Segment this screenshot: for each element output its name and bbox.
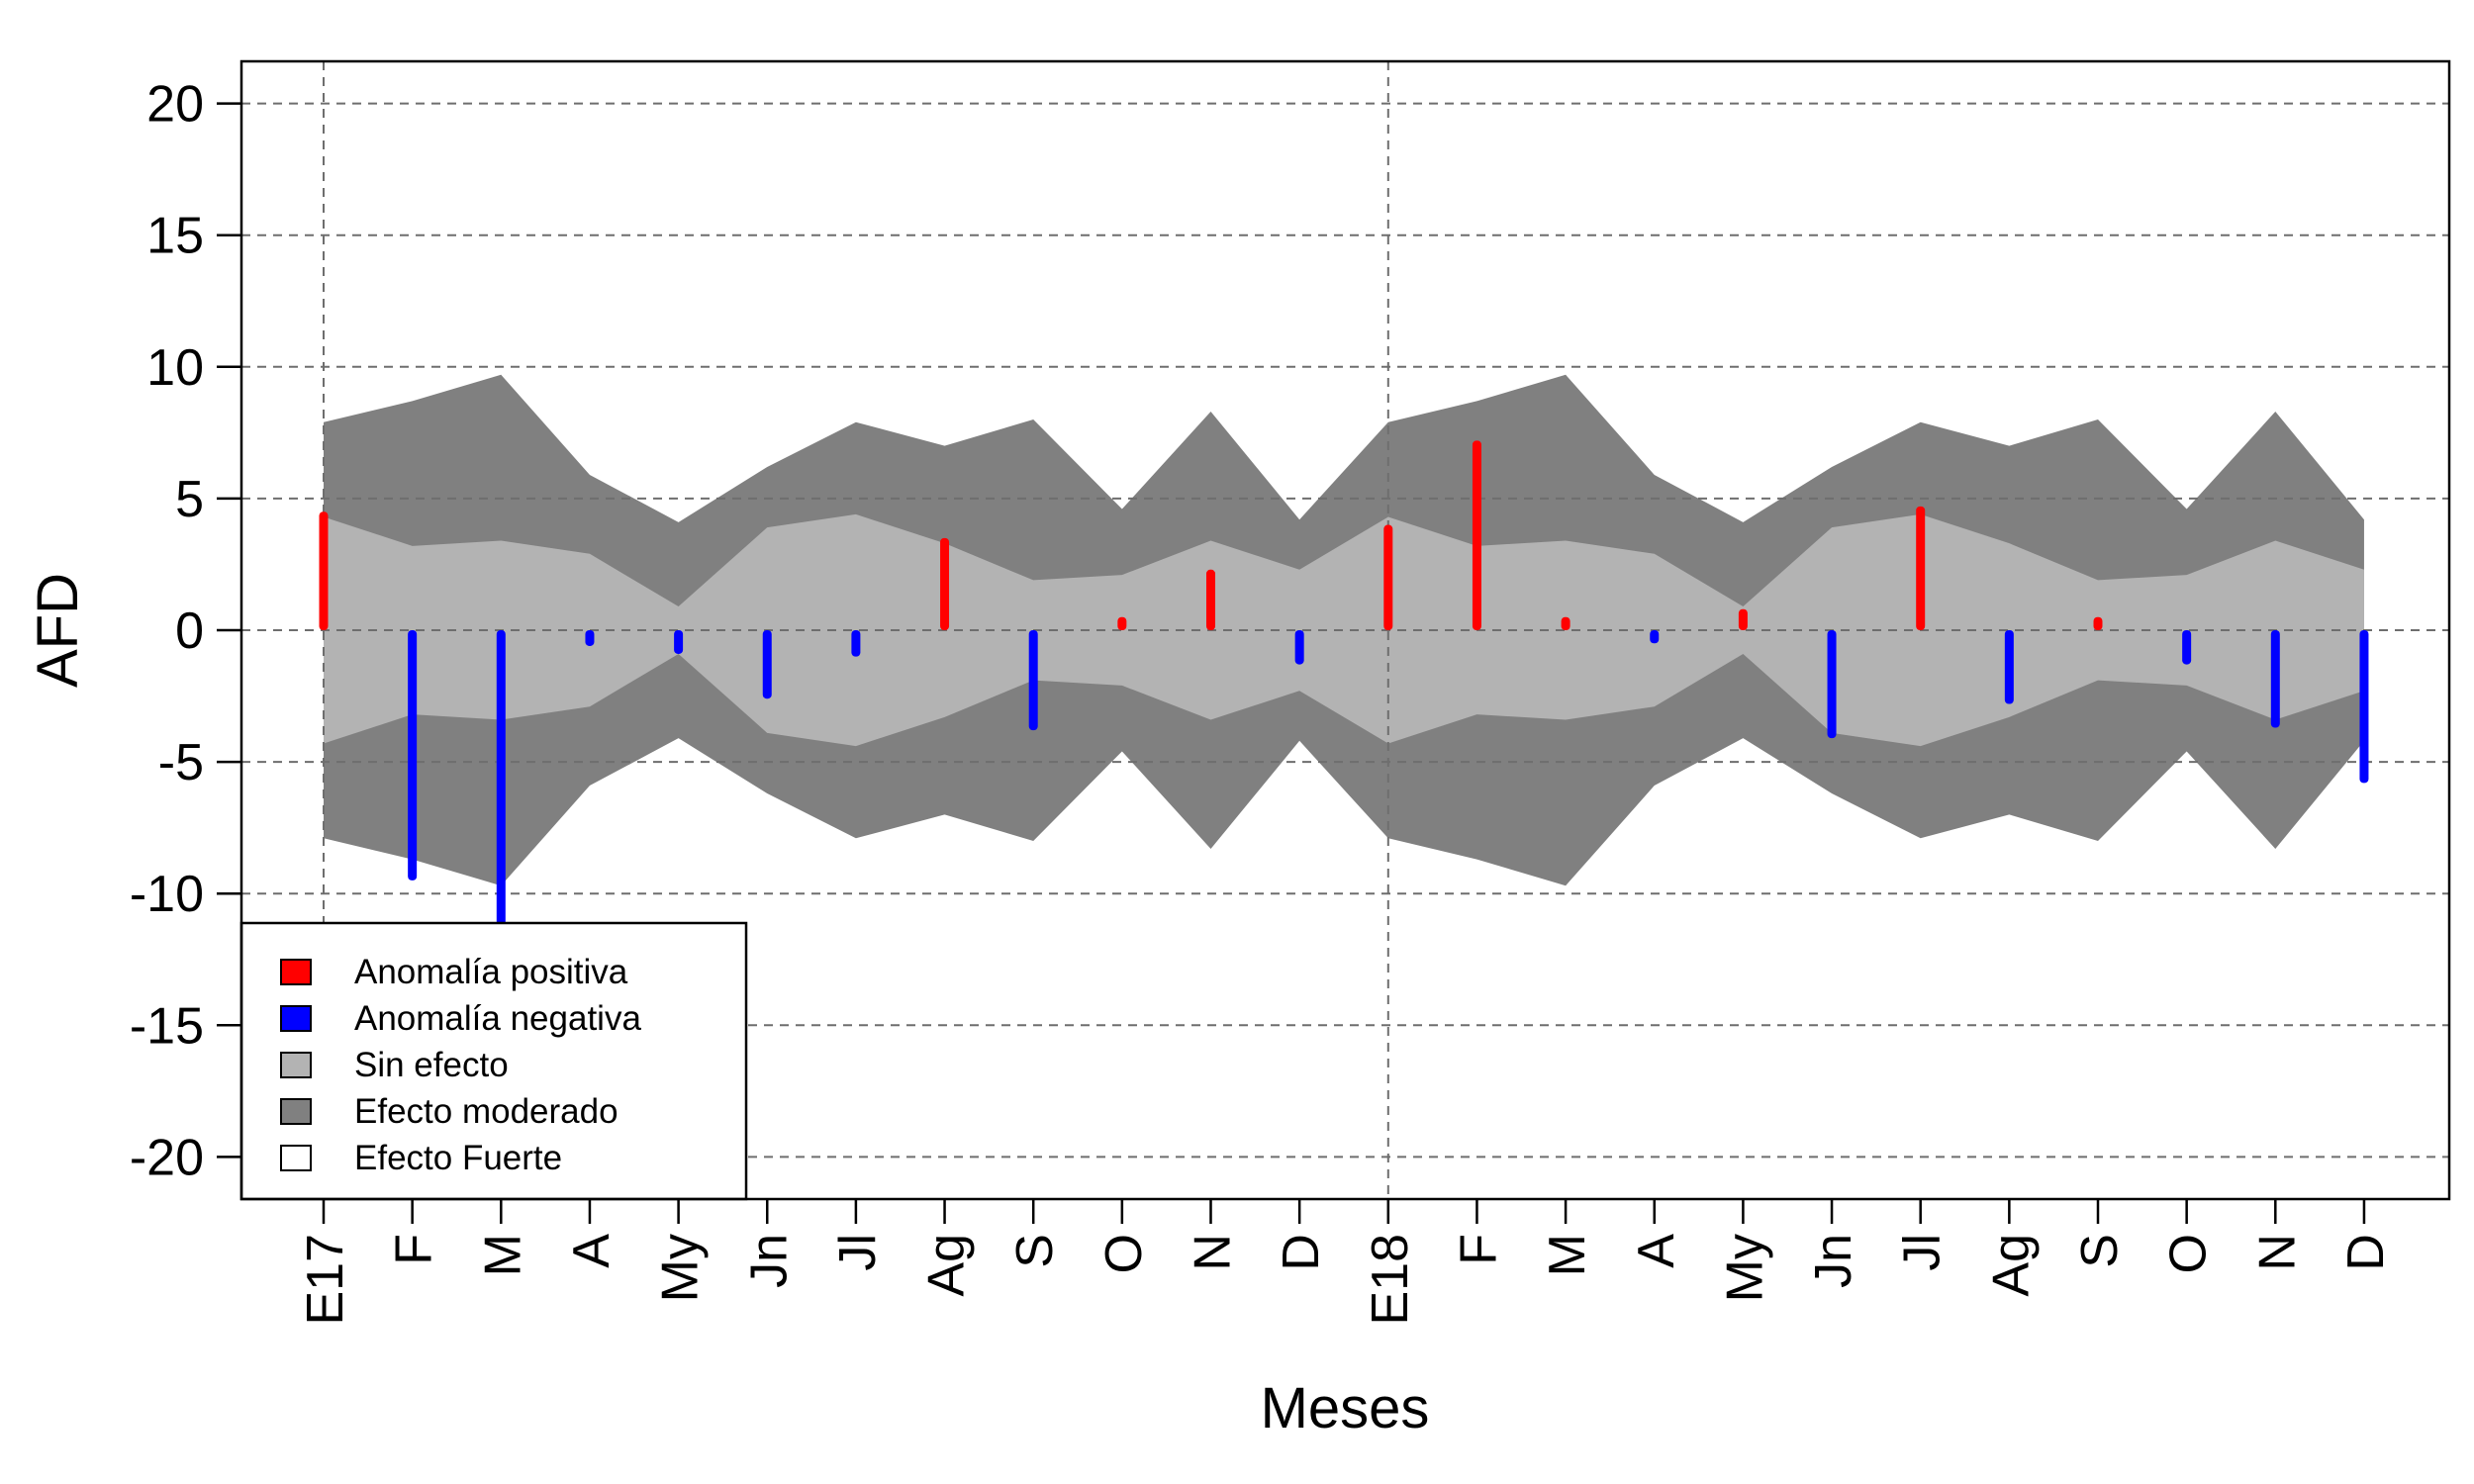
bar-3	[496, 630, 506, 926]
y-tick-label: 15	[146, 208, 204, 265]
x-tick-label: Jn	[740, 1234, 798, 1288]
x-tick-label: Ag	[1982, 1234, 2040, 1297]
y-tick-label: 0	[175, 603, 204, 660]
x-tick-label: Jl	[829, 1234, 887, 1271]
x-tick-label: N	[2248, 1234, 2306, 1271]
bar-2	[408, 630, 418, 881]
bar-12	[1294, 630, 1304, 665]
legend-label-fuerte: Efecto Fuerte	[354, 1139, 562, 1177]
x-tick-label: A	[563, 1234, 620, 1268]
y-tick-label: -20	[130, 1129, 204, 1186]
bar-8	[940, 537, 950, 630]
y-tick-label: -10	[130, 866, 204, 923]
x-tick-label: F	[386, 1234, 443, 1265]
bar-18	[1827, 630, 1837, 739]
legend-item-fuerte: Efecto Fuerte	[280, 1139, 562, 1177]
legend-swatch-negative	[280, 1005, 312, 1032]
bar-16	[1650, 630, 1660, 644]
y-tick-label: -15	[130, 997, 204, 1055]
legend-swatch-moderado	[280, 1098, 312, 1125]
sin-efecto-band	[324, 513, 2364, 747]
band-layer	[324, 374, 2364, 886]
legend-swatch-sin-efecto	[280, 1052, 312, 1078]
x-tick-label: F	[1450, 1234, 1507, 1265]
bar-23	[2270, 630, 2280, 728]
bar-13	[1383, 524, 1393, 630]
bar-17	[1738, 608, 1748, 630]
bar-5	[674, 630, 684, 654]
x-tick-label: E18	[1362, 1234, 1419, 1326]
x-tick-label: O	[1095, 1234, 1153, 1273]
x-tick-label: Jl	[1894, 1234, 1951, 1271]
legend: Anomalía positiva Anomalía negativa Sin …	[239, 921, 748, 1201]
x-tick-label: D	[1273, 1234, 1330, 1271]
bar-19	[1916, 506, 1926, 630]
bar-layer	[319, 440, 2369, 926]
x-axis-title: Meses	[1261, 1376, 1430, 1440]
legend-label-moderado: Efecto moderado	[354, 1092, 618, 1131]
bar-24	[2359, 630, 2369, 784]
legend-box	[239, 921, 748, 1201]
bar-9	[1028, 630, 1038, 731]
legend-swatch-positive	[280, 959, 312, 985]
legend-item-negative: Anomalía negativa	[280, 999, 641, 1038]
y-axis-title: AFD	[26, 573, 90, 688]
y-tick-label: 20	[146, 76, 204, 134]
legend-item-sin-efecto: Sin efecto	[280, 1046, 509, 1084]
bar-22	[2182, 630, 2192, 665]
legend-label-positive: Anomalía positiva	[354, 953, 628, 991]
x-tick-label: M	[1539, 1234, 1596, 1276]
x-tick-label: M	[474, 1234, 531, 1276]
legend-label-sin-efecto: Sin efecto	[354, 1046, 509, 1084]
x-tick-label: S	[2071, 1234, 2129, 1268]
x-tick-label: My	[652, 1234, 710, 1302]
bar-11	[1206, 569, 1215, 630]
x-tick-label: A	[1628, 1234, 1685, 1268]
y-tick-label: -5	[158, 734, 204, 791]
y-tick-label: 5	[175, 471, 204, 528]
x-tick-label: N	[1185, 1234, 1242, 1271]
legend-item-positive: Anomalía positiva	[280, 953, 628, 991]
bar-6	[762, 630, 772, 699]
legend-label-negative: Anomalía negativa	[354, 999, 641, 1038]
bar-4	[585, 630, 595, 646]
bar-14	[1472, 440, 1481, 630]
x-axis: E17 F M A My Jn Jl Ag S O N D E18 F M A My Jn Jl Ag S O N D	[297, 1199, 2395, 1326]
bar-15	[1561, 616, 1570, 630]
bar-1	[319, 511, 329, 630]
x-tick-label: Ag	[918, 1234, 976, 1297]
y-tick-label: 10	[146, 339, 204, 397]
y-axis: 20 15 10 5 0 -5 -10 -15 -20	[130, 76, 241, 1186]
bar-7	[851, 630, 861, 657]
x-tick-label: Jn	[1805, 1234, 1862, 1288]
x-tick-label: O	[2160, 1234, 2218, 1273]
bar-20	[2004, 630, 2014, 704]
x-tick-label: My	[1716, 1234, 1773, 1302]
x-tick-label: D	[2337, 1234, 2395, 1271]
bar-10	[1117, 616, 1127, 630]
x-tick-label: S	[1006, 1234, 1064, 1268]
bar-21	[2093, 616, 2103, 630]
x-tick-label: E17	[297, 1234, 354, 1326]
legend-swatch-fuerte	[280, 1145, 312, 1171]
legend-item-moderado: Efecto moderado	[280, 1092, 618, 1131]
